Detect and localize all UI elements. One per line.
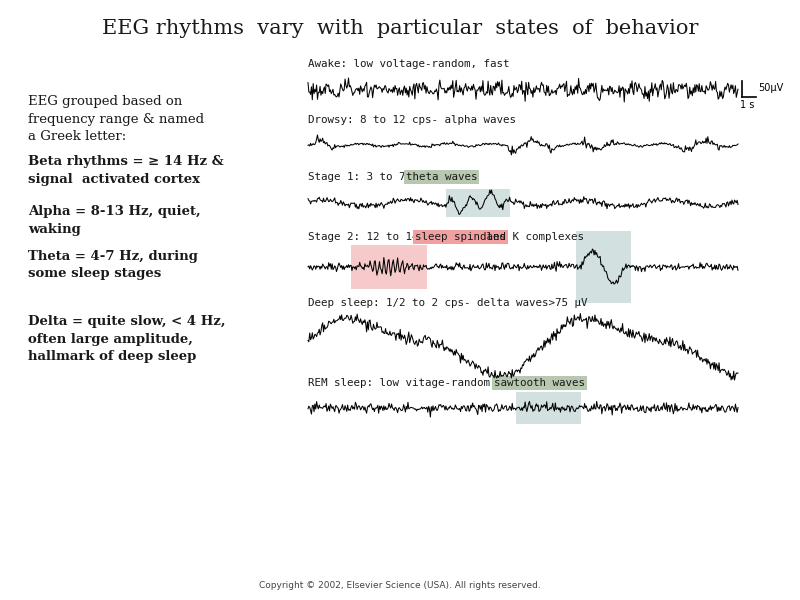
Text: REM sleep: low vitage-random, fast with: REM sleep: low vitage-random, fast with (308, 378, 568, 388)
Text: Copyright © 2002, Elsevier Science (USA). All rights reserved.: Copyright © 2002, Elsevier Science (USA)… (259, 581, 541, 590)
Text: 1 s: 1 s (740, 100, 754, 110)
Text: Awake: low voltage-random, fast: Awake: low voltage-random, fast (308, 59, 510, 69)
Text: Alpha = 8-13 Hz, quiet,
waking: Alpha = 8-13 Hz, quiet, waking (28, 205, 201, 235)
Bar (351, 245, 426, 289)
Text: Stage 1: 3 to 7 cps-: Stage 1: 3 to 7 cps- (308, 172, 445, 182)
Text: EEG rhythms  vary  with  particular  states  of  behavior: EEG rhythms vary with particular states … (102, 19, 698, 37)
Text: and K complexes: and K complexes (480, 232, 584, 242)
Text: Drowsy: 8 to 12 cps- alpha waves: Drowsy: 8 to 12 cps- alpha waves (308, 115, 516, 125)
Bar (516, 392, 582, 424)
Text: Theta = 4-7 Hz, during
some sleep stages: Theta = 4-7 Hz, during some sleep stages (28, 250, 198, 280)
Text: EEG grouped based on
frequency range & named
a Greek letter:: EEG grouped based on frequency range & n… (28, 95, 204, 143)
Text: Delta = quite slow, < 4 Hz,
often large amplitude,
hallmark of deep sleep: Delta = quite slow, < 4 Hz, often large … (28, 315, 226, 363)
Text: sleep spindles: sleep spindles (415, 232, 506, 242)
Text: Deep sleep: 1/2 to 2 cps- delta waves>75 μV: Deep sleep: 1/2 to 2 cps- delta waves>75… (308, 298, 587, 308)
Text: Stage 2: 12 to 14 cps-: Stage 2: 12 to 14 cps- (308, 232, 458, 242)
Text: theta waves: theta waves (406, 172, 477, 182)
Text: sawtooth waves: sawtooth waves (494, 378, 585, 388)
Text: 50μV: 50μV (758, 83, 783, 93)
Bar (446, 188, 510, 217)
Bar (576, 231, 630, 303)
Text: Beta rhythms = ≥ 14 Hz &
signal  activated cortex: Beta rhythms = ≥ 14 Hz & signal activate… (28, 155, 224, 185)
